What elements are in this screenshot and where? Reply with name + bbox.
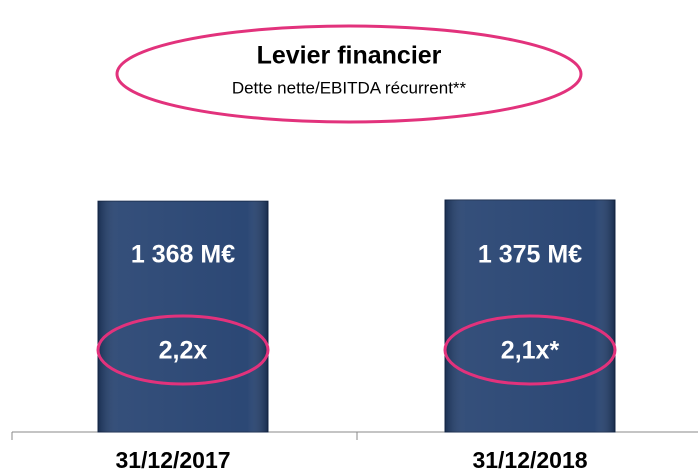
x-tick-label: 31/12/2018 <box>472 447 587 473</box>
value-label: 1 368 M€ <box>131 241 235 269</box>
annotation: 2,1x* <box>501 337 560 365</box>
value-label: 1 375 M€ <box>478 241 582 269</box>
chart-subtitle: Dette nette/EBITDA récurrent** <box>232 78 467 97</box>
annotation-ellipse <box>96 314 270 386</box>
x-tick-label: 31/12/2017 <box>115 447 230 473</box>
annotation: 2,2x <box>159 337 208 365</box>
chart-title: Levier financier <box>257 42 442 70</box>
annotation-ellipse <box>443 314 617 386</box>
title-ellipse <box>115 24 583 124</box>
